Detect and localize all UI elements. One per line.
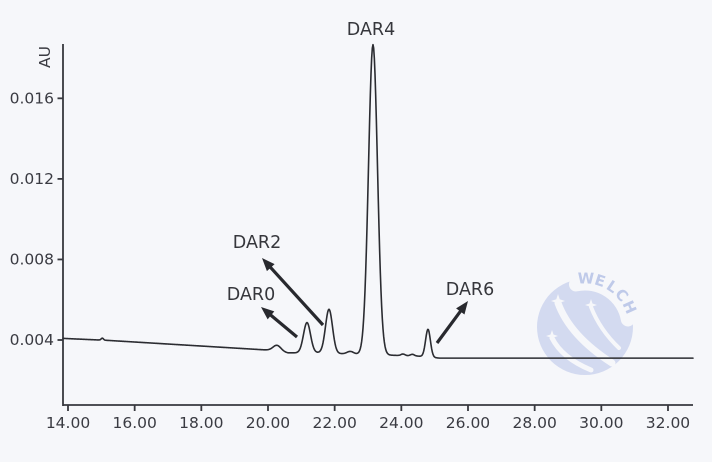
y-tick-label: 0.012 (10, 170, 54, 188)
y-tick-label: 0.016 (10, 89, 54, 107)
watermark-text-band (568, 276, 635, 327)
x-tick-label: 22.00 (312, 414, 356, 432)
x-tick-label: 26.00 (446, 414, 490, 432)
peak-label-dar4: DAR4 (347, 20, 395, 40)
chromatogram-trace (62, 43, 694, 359)
x-tick-label: 16.00 (112, 414, 156, 432)
peak-label-dar6: DAR6 (446, 280, 494, 300)
annotation-arrowhead-icon (261, 307, 275, 320)
annotation-arrow-shaft (267, 312, 299, 339)
annotation-arrowhead-icon (262, 258, 275, 272)
x-tick-label: 24.00 (379, 414, 423, 432)
x-tick-label: 18.00 (179, 414, 223, 432)
y-axis-title: AU (36, 46, 54, 68)
watermark-swoosh (549, 335, 594, 373)
peak-label-dar2: DAR2 (233, 233, 281, 253)
x-tick-label: 14.00 (46, 414, 90, 432)
x-tick-label: 20.00 (246, 414, 290, 432)
annotation-arrow-shaft (435, 308, 464, 344)
watermark-letter: W (577, 269, 594, 287)
x-tick-label: 32.00 (646, 414, 690, 432)
x-tick-label: 28.00 (512, 414, 556, 432)
watermark-star-icon (546, 330, 558, 342)
peak-label-dar0: DAR0 (227, 285, 275, 305)
x-tick-label: 30.00 (579, 414, 623, 432)
watermark-star-icon (585, 299, 597, 311)
y-tick-label: 0.008 (10, 250, 54, 268)
annotation-arrow-shaft (267, 264, 325, 327)
y-tick-label: 0.004 (10, 331, 54, 349)
watermark-swoosh (589, 305, 621, 350)
watermark-star-icon (551, 294, 565, 308)
annotation-arrowhead-icon (456, 301, 468, 315)
